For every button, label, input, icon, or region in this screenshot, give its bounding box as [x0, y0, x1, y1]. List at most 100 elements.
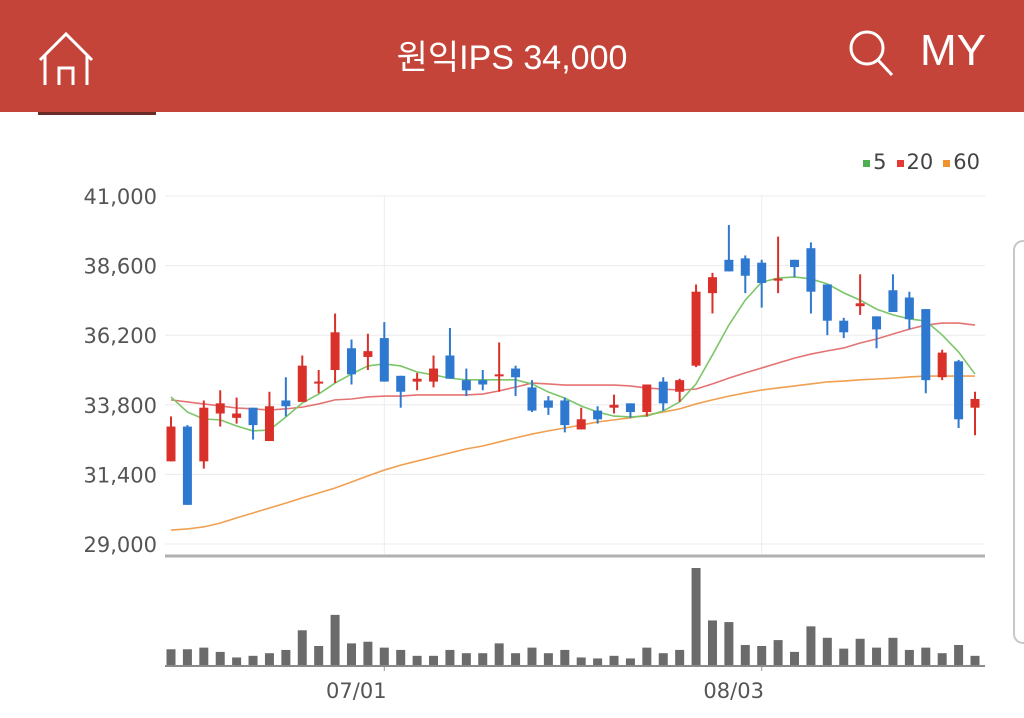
volume-bar: [855, 638, 865, 665]
candle-body: [593, 410, 603, 420]
candle-body: [855, 303, 865, 307]
volume-bar: [543, 653, 553, 665]
volume-bar: [937, 653, 947, 665]
volume-bar: [314, 645, 324, 665]
candle-body: [872, 316, 882, 330]
volume-bar: [576, 657, 586, 665]
volume-bar: [691, 568, 701, 665]
candle-body: [478, 380, 488, 385]
candle-body: [822, 284, 832, 321]
candle-body: [707, 277, 717, 294]
candle-body: [182, 426, 192, 505]
volume-bar: [707, 620, 717, 665]
candle-body: [970, 399, 980, 408]
volume-bar: [429, 655, 439, 665]
volume-bar: [478, 653, 488, 665]
candle-body: [642, 384, 652, 413]
candle-body: [264, 406, 274, 442]
volume-bar: [888, 637, 898, 665]
volume-bar: [363, 641, 373, 665]
y-tick-label: 36,200: [84, 324, 157, 348]
volume-bar: [494, 643, 504, 665]
candle-body: [757, 262, 767, 283]
candle-body: [904, 297, 914, 320]
candle-body: [461, 380, 471, 391]
volume-bar: [658, 653, 668, 665]
volume-bar: [264, 653, 274, 665]
volume-bar: [970, 655, 980, 665]
candle-body: [806, 248, 816, 292]
legend-ma5: 5: [863, 150, 887, 174]
candle-body: [560, 400, 570, 426]
volume-bar: [839, 648, 849, 665]
x-tick-label: 07/01: [326, 679, 387, 703]
tab-indicator: [38, 112, 156, 115]
candle-body: [330, 332, 340, 370]
volume-bar: [609, 655, 619, 665]
candle-body: [429, 368, 439, 382]
candle-body: [248, 407, 258, 426]
volume-bar: [281, 649, 291, 665]
y-tick-label: 38,600: [84, 255, 157, 279]
ma60-line: [170, 375, 975, 531]
volume-bar: [642, 647, 652, 665]
candle-body: [740, 258, 750, 276]
volume-bar: [346, 643, 356, 665]
candle-body: [839, 320, 849, 333]
volume-bar: [527, 647, 537, 665]
volume-bar: [232, 657, 242, 665]
candle-body: [346, 348, 356, 375]
volume-bar: [330, 614, 340, 665]
candle-body: [494, 374, 504, 377]
volume-bar: [625, 658, 635, 665]
candle-body: [281, 400, 291, 407]
volume-bar: [757, 645, 767, 665]
candle-body: [921, 309, 931, 381]
side-drawer-handle[interactable]: [1013, 240, 1024, 644]
ma20-line: [170, 322, 976, 411]
candle-body: [511, 368, 521, 378]
candle-body: [527, 387, 537, 411]
candle-body: [576, 419, 586, 430]
volume-bar: [511, 653, 521, 665]
candle-body: [445, 355, 455, 379]
candle-body: [232, 413, 242, 418]
candle-body: [166, 426, 176, 462]
y-tick-label: 29,000: [84, 533, 157, 557]
candle-body: [396, 375, 406, 392]
search-icon: [849, 30, 894, 77]
volume-bar: [773, 640, 783, 665]
candle-body: [658, 381, 668, 404]
volume-bar: [593, 658, 603, 665]
candle-body: [363, 351, 373, 357]
home-button[interactable]: [36, 30, 96, 86]
chart-legend: 5 20 60: [863, 150, 980, 174]
volume-bar: [199, 647, 209, 665]
volume-bar: [822, 637, 832, 665]
candle-body: [675, 380, 685, 392]
y-tick-label: 33,800: [84, 394, 157, 418]
candle-body: [937, 352, 947, 378]
candle-body: [215, 403, 225, 414]
volume-bar: [166, 649, 176, 665]
volume-bar: [724, 622, 734, 665]
y-tick-label: 31,400: [84, 463, 157, 487]
my-button[interactable]: MY: [920, 26, 986, 75]
volume-bar: [872, 647, 882, 665]
candle-body: [724, 259, 734, 272]
volume-bar: [904, 649, 914, 665]
candle-body: [609, 404, 619, 408]
volume-bar: [445, 649, 455, 665]
legend-ma20: 20: [896, 150, 933, 174]
candle-body: [954, 361, 964, 420]
candle-body: [543, 400, 553, 408]
candle-body: [379, 338, 389, 382]
volume-bar: [790, 651, 800, 665]
volume-bar: [412, 655, 422, 665]
volume-bar: [461, 653, 471, 665]
search-button[interactable]: [846, 28, 896, 78]
volume-bar: [297, 630, 307, 665]
candle-body: [314, 381, 324, 384]
volume-bar: [560, 649, 570, 665]
